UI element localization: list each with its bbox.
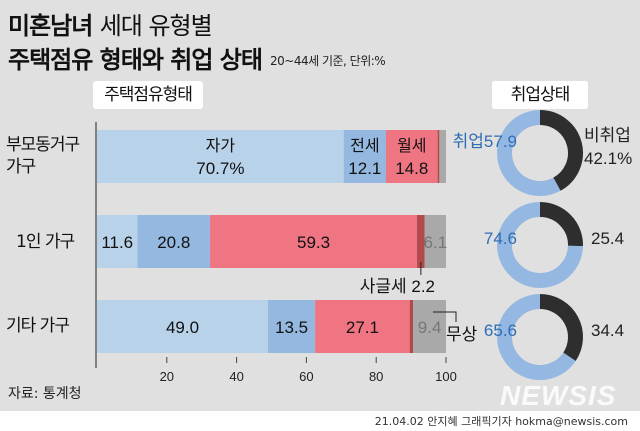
donut-unemployed-label: 42.1% (584, 149, 632, 168)
bar-segment-월세 (210, 215, 418, 268)
bar-segment-자가 (97, 130, 344, 183)
housing-section-label: 주택점유형태 (93, 81, 203, 109)
x-tick-label: 60 (299, 369, 313, 384)
bar-segment-자가 (97, 215, 138, 268)
x-tick-label: 100 (435, 369, 457, 384)
unit-note: 20~44세 기준, 단위:% (270, 54, 386, 68)
title-bold: 미혼남녀 (8, 12, 93, 40)
row-label-single: 1인 가구 (16, 232, 75, 252)
bar-value-label: 9.4 (418, 318, 442, 337)
musang-callout: 무상 (446, 325, 478, 344)
row-label-parents: 부모동거구 가구 (6, 134, 80, 178)
row-label-other: 기타 가구 (6, 316, 70, 336)
bar-value-label: 11.6 (101, 233, 133, 252)
subtitle: 주택점유 형태와 취업 상태 (8, 46, 263, 74)
donut-unemployed-name: 비취업 (584, 126, 631, 145)
title-light: 세대 유형별 (99, 12, 213, 40)
donut-slice-unemployed (539, 110, 583, 191)
bar-segment-전세 (137, 215, 211, 268)
bar-category-label: 월세 (397, 137, 426, 155)
x-tick-label: 20 (160, 369, 174, 384)
bar-value-label: 6.1 (424, 233, 448, 252)
x-tick-label: 40 (229, 369, 243, 384)
musang-leader (433, 311, 457, 322)
donut-slice-unemployed (539, 202, 583, 247)
bar-value-label: 59.3 (297, 233, 330, 252)
bar-segment-전세 (343, 130, 386, 183)
bar-category-label: 전세 (350, 137, 379, 155)
employment-section-label: 취업상태 (492, 81, 588, 109)
donut-slice-unemployed (539, 294, 583, 361)
bar-segment-월세 (385, 130, 438, 183)
donut-slice-employed (497, 202, 583, 288)
bar-segment-사글세 (417, 215, 425, 268)
sageulse-callout: 사글세 2.2 (360, 277, 435, 296)
bar-segment-무상 (424, 215, 446, 268)
bar-value-label: 49.0 (166, 318, 199, 337)
donut-slice-employed (497, 294, 576, 380)
credit: 21.04.02 안지혜 그래픽기자 hokma@newsis.com (374, 415, 628, 428)
donut-employed-label: 취업57.9 (453, 132, 517, 151)
donut-employed-label: 65.6 (484, 321, 517, 340)
donut-employed-label: 74.6 (484, 229, 517, 248)
donut-unemployed-label: 34.4 (591, 321, 624, 340)
bar-segment-전세 (268, 300, 316, 353)
row-label-line: 부모동거구 (6, 135, 80, 155)
bar-segment-자가 (97, 300, 269, 353)
source: 자료: 통계청 (8, 386, 82, 402)
newsis-logo: NEWSIS (500, 380, 617, 411)
bar-value-label: 13.5 (275, 318, 308, 337)
title: 미혼남녀 세대 유형별 (8, 6, 213, 41)
chart-canvas: 20 40 60 80 100 자가 70.7% 전세 12.1 월세 14.8 11.6 20.8 59… (95, 110, 632, 384)
bar-segment-무상 (413, 300, 446, 353)
bar-value-label: 12.1 (348, 159, 381, 178)
bar-value-label: 70.7% (196, 159, 244, 178)
row-label-line: 가구 (6, 157, 36, 177)
bar-segment-무상 (439, 130, 446, 183)
donut-unemployed-label: 25.4 (591, 229, 624, 248)
bar-segment-월세 (315, 300, 410, 353)
bar-segment-사글세 (437, 130, 440, 183)
bar-segment-사글세 (409, 300, 414, 353)
x-tick-label: 80 (369, 369, 383, 384)
bar-value-label: 14.8 (395, 159, 428, 178)
bar-value-label: 27.1 (346, 318, 379, 337)
bar-category-label: 자가 (206, 137, 236, 155)
donut-slice-employed (497, 110, 561, 196)
bar-value-label: 20.8 (157, 233, 190, 252)
